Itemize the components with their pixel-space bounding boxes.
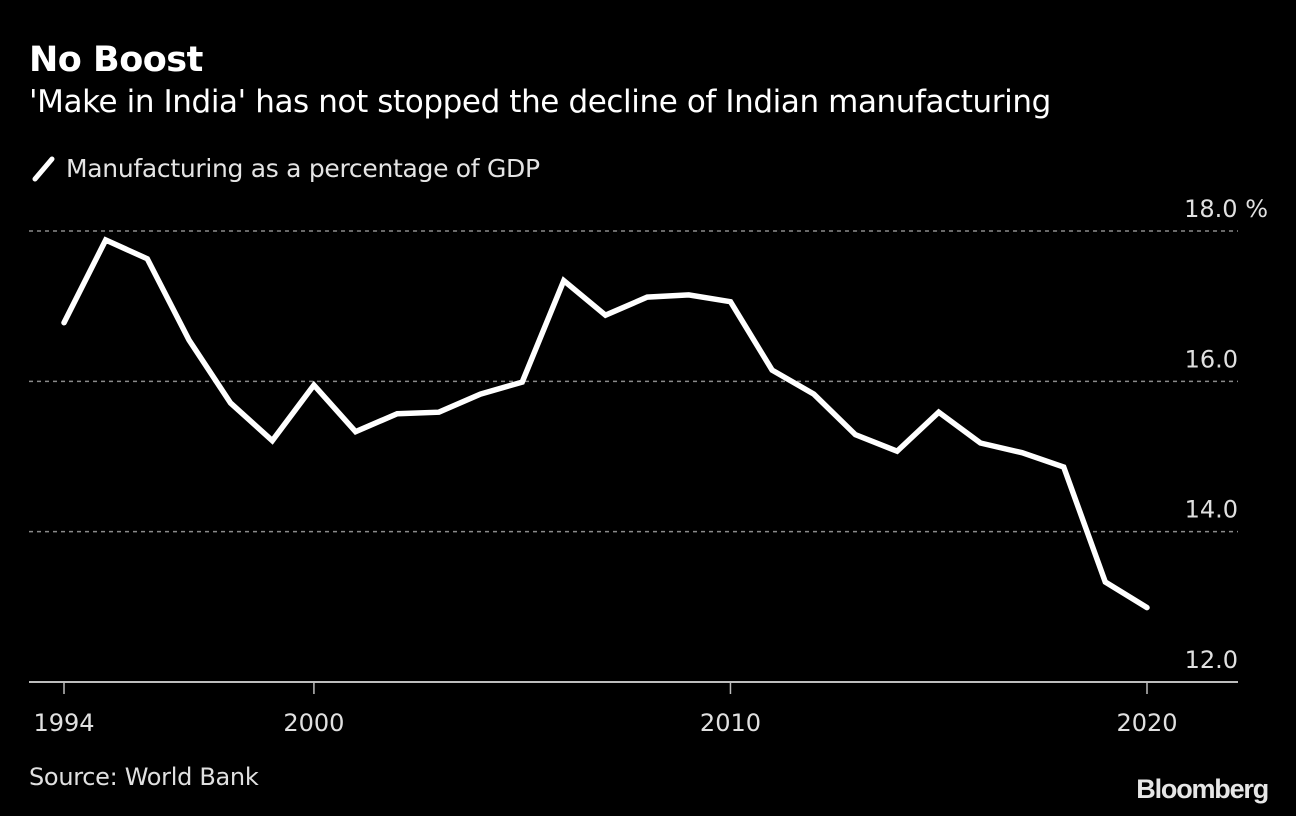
x-tick-label: 2000 (283, 709, 344, 737)
legend-label: Manufacturing as a percentage of GDP (66, 153, 540, 183)
y-tick-label: 14.0 (1185, 496, 1238, 524)
y-tick-label: 16.0 (1185, 345, 1238, 373)
x-tick-label: 2010 (700, 709, 761, 737)
x-tick-label: 1994 (33, 709, 94, 737)
chart-subtitle: 'Make in India' has not stopped the decl… (29, 84, 1051, 120)
chart-title: No Boost (29, 40, 203, 80)
x-axis (29, 681, 1238, 694)
series-line (61, 236, 1150, 611)
y-tick-label: 12.0 (1185, 646, 1238, 674)
line-swatch-icon (30, 154, 58, 182)
tick-labels: 12.0 14.0 16.0 18.0 % 1994 2000 2010 2020 (33, 195, 1268, 737)
x-tick-label: 2020 (1116, 709, 1177, 737)
y-tick-label: 18.0 % (1184, 195, 1268, 223)
legend: Manufacturing as a percentage of GDP (30, 150, 540, 186)
series (61, 236, 1150, 611)
gridlines (29, 230, 1238, 533)
bloomberg-logo: Bloomberg (1136, 774, 1269, 804)
source-note: Source: World Bank (29, 763, 259, 791)
